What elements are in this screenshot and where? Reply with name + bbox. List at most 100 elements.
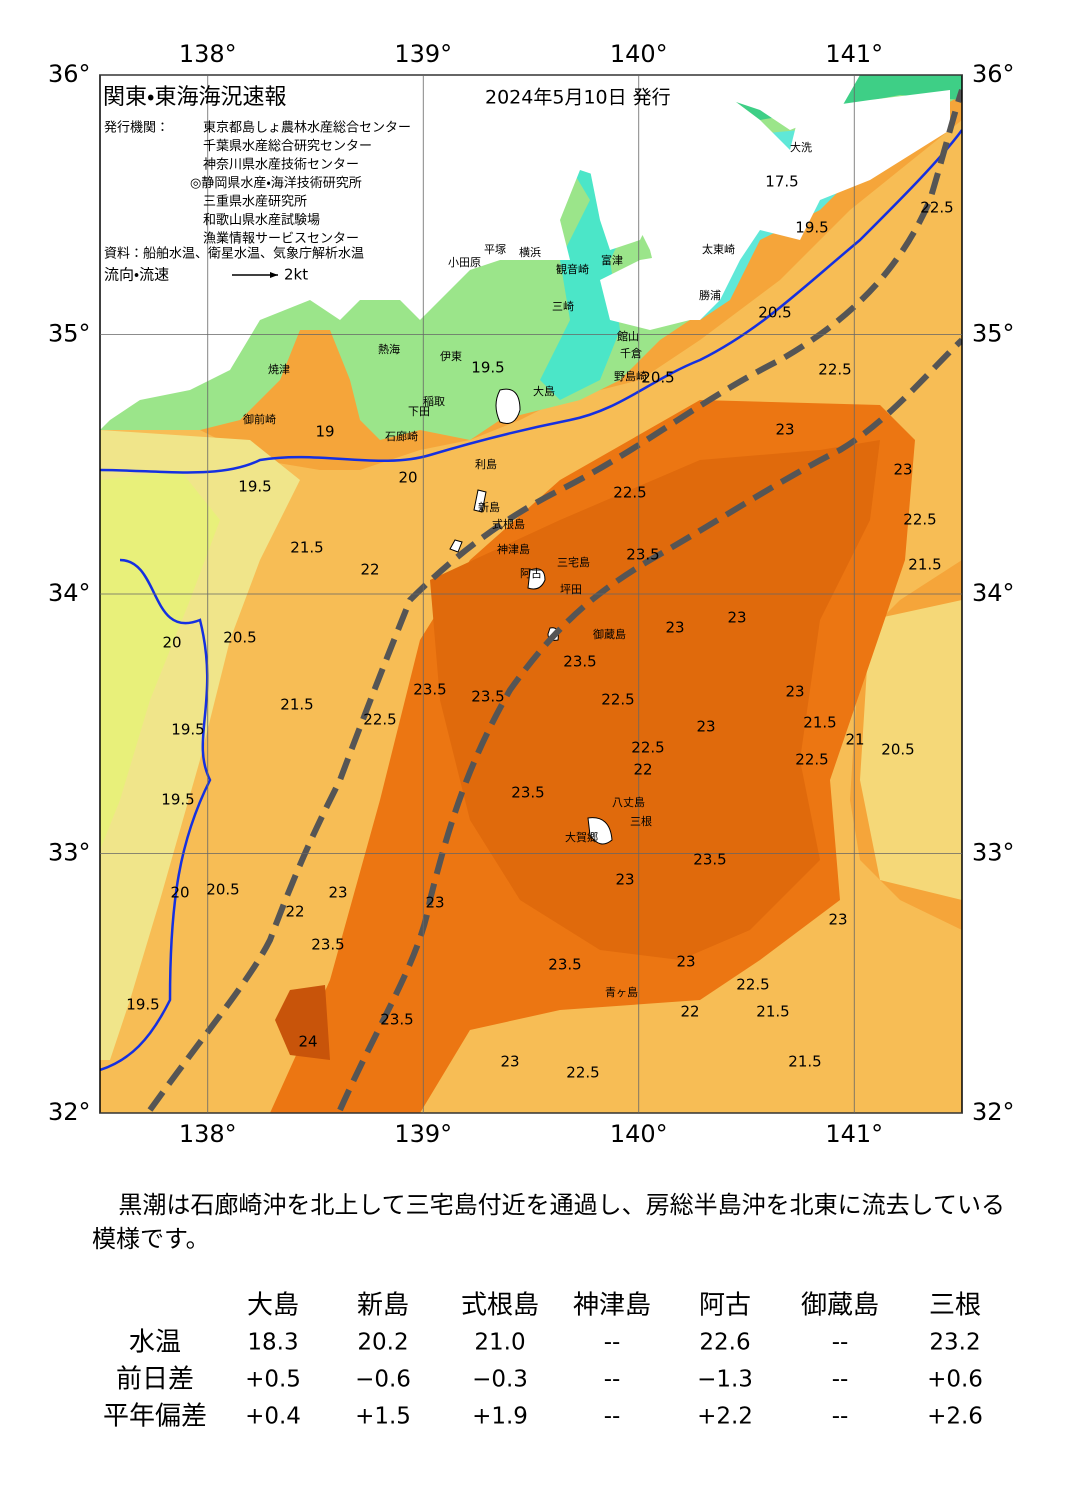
place-name: 坪田 — [560, 583, 582, 596]
column-header: 御蔵島 — [801, 1291, 879, 1321]
contour-label: 22.5 — [795, 751, 828, 769]
table-cell: −0.3 — [472, 1367, 528, 1393]
contour-label: 22 — [633, 761, 652, 779]
table-cell: −1.3 — [697, 1367, 753, 1393]
contour-label: 20.5 — [206, 881, 239, 899]
contour-label: 19 — [315, 423, 334, 441]
table-cell: 23.2 — [929, 1330, 980, 1356]
contour-label: 20.5 — [641, 369, 674, 387]
row-header: 平年偏差 — [103, 1402, 207, 1432]
contour-label: 23 — [785, 683, 804, 701]
table-cell: −0.6 — [355, 1367, 411, 1393]
place-name: 三崎 — [552, 299, 574, 313]
place-name: 大洗 — [790, 140, 812, 154]
table-cell: +1.9 — [472, 1404, 528, 1430]
contour-label: 19.5 — [795, 219, 828, 237]
contour-label: 17.5 — [765, 173, 798, 191]
contour-label: 22.5 — [601, 691, 634, 709]
map-title: 関東・東海海況速報 — [103, 85, 286, 110]
place-name: 館山 — [617, 330, 639, 343]
contour-label: 21.5 — [280, 696, 313, 714]
publisher: 神奈川県水産技術センター — [203, 157, 359, 173]
place-name: 焼津 — [268, 363, 290, 376]
row-header: 水温 — [129, 1328, 181, 1358]
contour-label: 22.5 — [631, 739, 664, 757]
place-name: 三宅島 — [557, 555, 590, 569]
contour-label: 23.5 — [511, 784, 544, 802]
lon-label-top: 141° — [825, 40, 883, 68]
contour-label: 22.5 — [903, 511, 936, 529]
lat-label-right: 36° — [972, 60, 1015, 88]
contour-label: 22.5 — [613, 484, 646, 502]
place-name: 阿古 — [520, 567, 542, 580]
place-name: 横浜 — [519, 245, 541, 259]
lat-label-left: 34° — [48, 579, 91, 607]
contour-label: 22.5 — [920, 199, 953, 217]
table-cell: -- — [832, 1404, 849, 1430]
lon-label-top: 138° — [179, 40, 237, 68]
lon-label-bottom: 141° — [825, 1120, 883, 1148]
column-header: 阿古 — [699, 1291, 751, 1321]
column-header: 神津島 — [573, 1291, 651, 1321]
table-cell: 18.3 — [247, 1330, 298, 1356]
lon-label-bottom: 140° — [610, 1120, 668, 1148]
legend-speed: 2kt — [284, 266, 308, 284]
contour-label: 22 — [360, 561, 379, 579]
contour-label: 19.5 — [171, 721, 204, 739]
table-cell: -- — [604, 1367, 621, 1393]
contour-label: 19.5 — [161, 791, 194, 809]
contour-label: 22 — [680, 1003, 699, 1021]
place-name: 観音崎 — [556, 262, 589, 276]
contour-label: 20 — [170, 884, 189, 902]
contour-label: 23.5 — [693, 851, 726, 869]
lon-label-bottom: 138° — [179, 1120, 237, 1148]
contour-label: 23 — [676, 953, 695, 971]
table-cell: +0.4 — [245, 1404, 301, 1430]
contour-label: 20 — [398, 469, 417, 487]
lat-label-right: 34° — [972, 579, 1015, 607]
column-header: 大島 — [247, 1291, 299, 1321]
place-name: 稲取 — [423, 395, 445, 408]
publisher-label: 発行機関： — [104, 121, 169, 136]
publisher: 漁業情報サービスセンター — [203, 231, 359, 247]
table-cell: +0.6 — [927, 1367, 983, 1393]
place-name: 御前崎 — [243, 412, 276, 426]
column-header: 新島 — [357, 1291, 409, 1321]
place-name: 千倉 — [620, 347, 642, 360]
contour-label: 23.5 — [471, 688, 504, 706]
table-cell: -- — [604, 1330, 621, 1356]
place-name: 小田原 — [448, 256, 481, 269]
table-cell: +1.5 — [355, 1404, 411, 1430]
contour-label: 21.5 — [756, 1003, 789, 1021]
contour-label: 23 — [328, 884, 347, 902]
lat-label-right: 33° — [972, 839, 1015, 867]
contour-label: 23.5 — [380, 1011, 413, 1029]
lat-label-left: 33° — [48, 839, 91, 867]
contour-label: 23 — [615, 871, 634, 889]
lat-label-left: 32° — [48, 1098, 91, 1126]
table-cell: +2.6 — [927, 1404, 983, 1430]
contour-label: 23 — [500, 1053, 519, 1071]
contour-label: 22.5 — [566, 1064, 599, 1082]
lon-label-top: 140° — [610, 40, 668, 68]
contour-label: 23 — [665, 619, 684, 637]
contour-label: 23 — [775, 421, 794, 439]
contour-label: 19.5 — [126, 996, 159, 1014]
publisher: 三重県水産研究所 — [203, 194, 307, 210]
table-cell: 22.6 — [699, 1330, 750, 1356]
place-name: 利島 — [475, 457, 497, 471]
contour-label: 20.5 — [758, 304, 791, 322]
row-header: 前日差 — [116, 1365, 194, 1395]
legend-label: 流向・流速 — [104, 266, 169, 284]
contour-label: 21 — [845, 731, 864, 749]
contour-label: 23.5 — [413, 681, 446, 699]
column-header: 式根島 — [461, 1291, 539, 1321]
place-name: 太東崎 — [702, 242, 735, 256]
contour-label: 23.5 — [626, 546, 659, 564]
place-name: 八丈島 — [612, 795, 645, 809]
contour-label: 24 — [298, 1033, 317, 1051]
lat-label-right: 35° — [972, 320, 1015, 348]
table-cell: +2.2 — [697, 1404, 753, 1430]
